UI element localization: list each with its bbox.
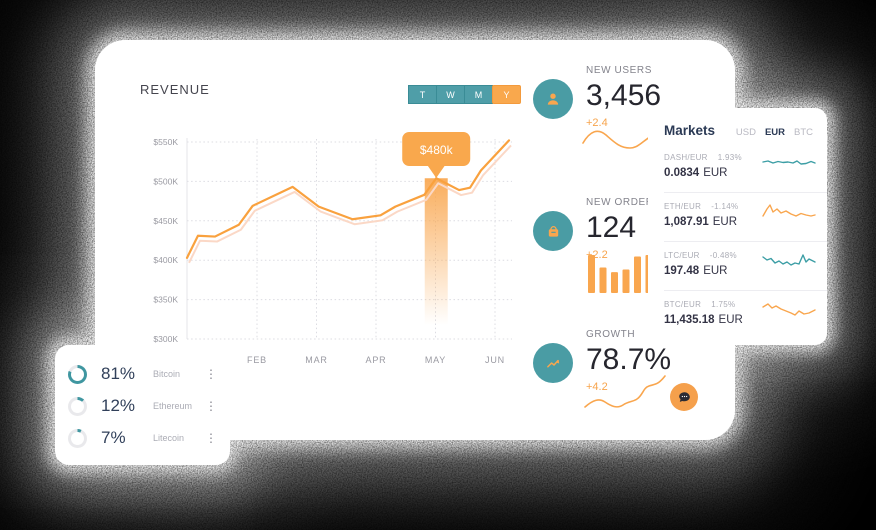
pair-change: 1.75% xyxy=(711,300,736,309)
svg-text:APR: APR xyxy=(366,355,387,365)
svg-text:MAY: MAY xyxy=(425,355,446,365)
portfolio-name: Ethereum xyxy=(153,401,193,411)
tab-usd[interactable]: USD xyxy=(735,127,756,138)
pair-price: 1,087.91 xyxy=(664,216,709,228)
portfolio-row-litecoin: 7% Litecoin ⋮ xyxy=(55,422,230,454)
svg-text:FEB: FEB xyxy=(247,355,267,365)
kebab-menu-icon[interactable]: ⋮ xyxy=(205,399,217,413)
trend-up-icon xyxy=(533,343,573,383)
market-sparkline xyxy=(762,160,816,165)
highlight-bar xyxy=(424,178,448,325)
portfolio-percent: 7% xyxy=(101,428,126,447)
stat-label: NEW USERS xyxy=(586,65,652,76)
market-row-dash[interactable]: DASH/EUR 1.93% 0.0834 EUR xyxy=(664,144,827,193)
range-button-w[interactable]: W xyxy=(436,85,465,104)
pair-currency: EUR xyxy=(703,167,728,179)
range-button-m[interactable]: M xyxy=(464,85,493,104)
new-users-sparkline xyxy=(582,130,651,149)
market-sparkline xyxy=(762,204,816,217)
svg-text:$300K: $300K xyxy=(153,334,178,344)
pair-price: 11,435.18 xyxy=(664,314,715,326)
markets-tabs: USD EUR BTC xyxy=(736,127,813,138)
pair-label: BTC/EUR xyxy=(664,300,702,309)
pair-price: 0.0834 xyxy=(664,167,700,179)
portfolio-card: 81% Bitcoin ⋮ 12% Ethereum ⋮ 7% Litecoin… xyxy=(55,345,230,465)
pair-change: -0.48% xyxy=(709,251,737,260)
progress-ring xyxy=(68,364,87,384)
portfolio-name: Bitcoin xyxy=(153,369,181,379)
pair-label: ETH/EUR xyxy=(664,202,702,211)
chat-button[interactable] xyxy=(670,383,698,411)
pair-label: DASH/EUR xyxy=(664,153,708,162)
market-row-ltc[interactable]: LTC/EUR -0.48% 197.48 EUR xyxy=(664,242,827,291)
tab-eur[interactable]: EUR xyxy=(764,127,785,138)
svg-text:$550K: $550K xyxy=(153,137,178,147)
tab-btc[interactable]: BTC xyxy=(794,127,813,138)
portfolio-percent: 12% xyxy=(101,396,136,415)
revenue-line-chart[interactable]: $550K $500K $450K $400K $350K $300K FEB MAR APR M… xyxy=(140,130,530,375)
market-row-eth[interactable]: ETH/EUR -1.14% 1,087.91 EUR xyxy=(664,193,827,242)
chart-tooltip: $480k xyxy=(402,132,471,178)
svg-text:$400K: $400K xyxy=(153,255,178,265)
svg-text:JUN: JUN xyxy=(485,355,505,365)
pair-currency: EUR xyxy=(718,314,743,326)
bag-icon xyxy=(533,211,573,251)
portfolio-name: Litecoin xyxy=(153,433,185,443)
svg-text:$480k: $480k xyxy=(420,143,454,157)
portfolio-row-ethereum: 12% Ethereum ⋮ xyxy=(55,390,230,422)
portfolio-percent: 81% xyxy=(101,364,136,383)
range-button-y[interactable]: Y xyxy=(492,85,521,104)
pair-price: 197.48 xyxy=(664,265,700,277)
markets-card: Markets USD EUR BTC DASH/EUR 1.93% 0.083… xyxy=(648,108,827,345)
stat-new-orders: NEW ORDERS 124 +2.2 xyxy=(533,197,661,261)
pair-currency: EUR xyxy=(712,216,738,228)
time-range-selector: T W M Y xyxy=(408,85,521,104)
market-sparkline xyxy=(762,254,816,266)
kebab-menu-icon[interactable]: ⋮ xyxy=(205,431,217,445)
svg-text:$350K: $350K xyxy=(153,295,178,305)
pair-change: -1.14% xyxy=(711,202,739,211)
range-button-t[interactable]: T xyxy=(408,85,437,104)
svg-text:$450K: $450K xyxy=(153,216,178,226)
pair-label: LTC/EUR xyxy=(664,251,700,260)
progress-ring xyxy=(68,396,87,416)
pair-change: 1.93% xyxy=(717,153,742,162)
stat-new-users: NEW USERS 3,456 +2.4 xyxy=(533,65,661,129)
new-orders-bar-sparkline xyxy=(588,255,653,293)
portfolio-row-bitcoin: 81% Bitcoin ⋮ xyxy=(55,358,230,390)
markets-title: Markets xyxy=(664,123,716,138)
svg-text:MAR: MAR xyxy=(305,355,327,365)
market-row-btc[interactable]: BTC/EUR 1.75% 11,435.18 EUR xyxy=(664,291,827,339)
revenue-title: REVENUE xyxy=(140,82,210,97)
progress-ring xyxy=(68,428,87,448)
pair-currency: EUR xyxy=(703,265,728,277)
growth-sparkline xyxy=(584,375,666,408)
user-icon xyxy=(533,79,573,119)
kebab-menu-icon[interactable]: ⋮ xyxy=(205,367,217,381)
market-sparkline xyxy=(762,303,816,316)
markets-header: Markets USD EUR BTC xyxy=(648,108,827,144)
svg-text:$500K: $500K xyxy=(153,176,178,186)
chat-bubble-icon xyxy=(678,391,690,402)
